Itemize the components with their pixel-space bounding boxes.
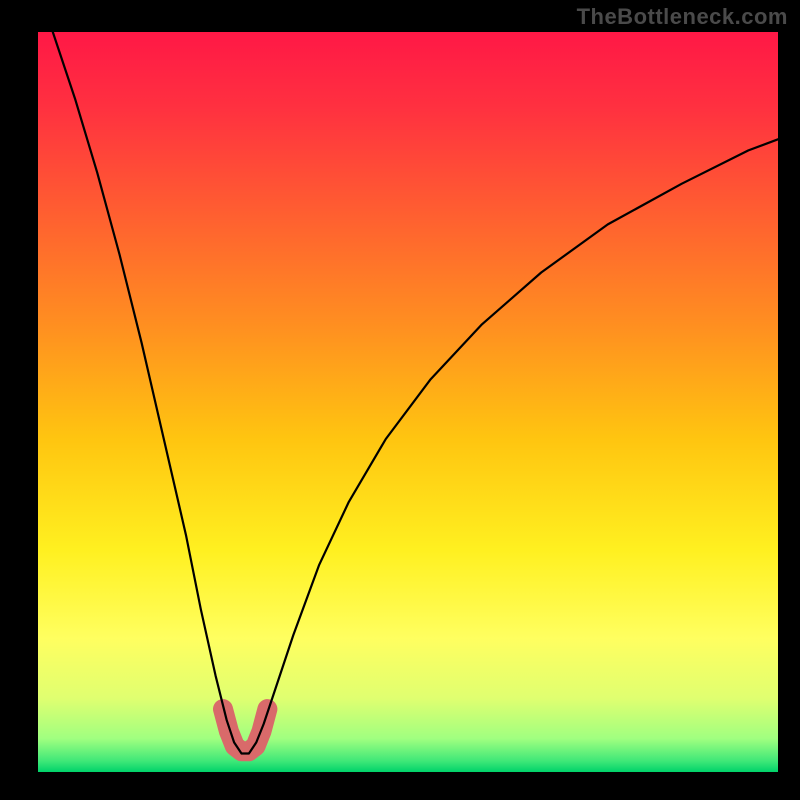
- bottleneck-curve: [53, 32, 778, 754]
- plot-area: [38, 32, 778, 772]
- chart-frame: TheBottleneck.com: [0, 0, 800, 800]
- curve-svg: [38, 32, 778, 772]
- watermark-text: TheBottleneck.com: [577, 4, 788, 30]
